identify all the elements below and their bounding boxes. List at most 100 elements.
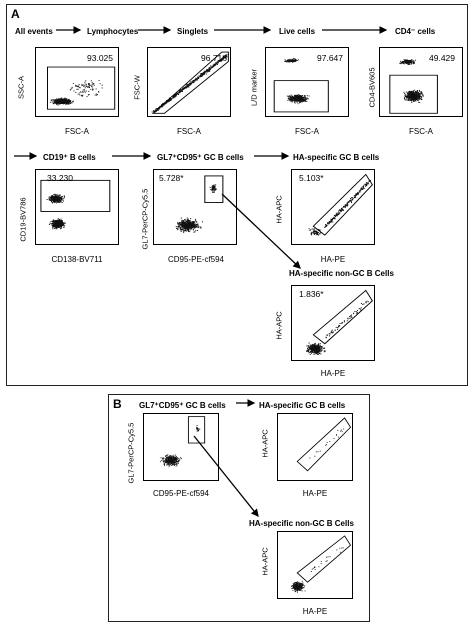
event-dot: [181, 222, 183, 224]
event-dot: [64, 98, 66, 100]
event-dot: [179, 229, 181, 231]
event-dot: [195, 226, 197, 228]
event-dot: [354, 311, 356, 312]
event-dot: [185, 86, 187, 88]
event-dot: [57, 196, 59, 198]
event-dot: [411, 98, 413, 100]
event-dot: [77, 88, 79, 90]
event-dot: [64, 101, 67, 103]
event-dot: [224, 55, 226, 57]
event-dot: [400, 62, 402, 64]
plot-ha-gc-svg: [308, 173, 373, 236]
event-dot: [315, 351, 318, 353]
event-dot: [178, 89, 181, 91]
event-dot: [359, 191, 361, 193]
event-dot: [346, 202, 348, 204]
p5-value: 33.230: [47, 173, 73, 183]
event-dot: [357, 193, 359, 195]
panel-a: A All events Lymphocytes Singlets Live c…: [6, 4, 468, 386]
event-dot: [315, 350, 317, 352]
event-dot: [54, 226, 56, 228]
event-dot: [50, 196, 52, 198]
event-dot: [169, 457, 171, 459]
event-dot: [190, 221, 192, 223]
event-dot: [218, 60, 220, 62]
event-dot: [52, 223, 54, 225]
event-dot: [203, 71, 205, 73]
event-dot: [399, 60, 401, 62]
event-dot: [204, 71, 206, 72]
event-dot: [204, 73, 206, 75]
event-dot: [314, 343, 316, 345]
event-dot: [169, 455, 171, 457]
event-dot: [326, 224, 328, 226]
event-dot: [169, 460, 171, 462]
event-dot: [57, 218, 59, 220]
event-dot: [221, 59, 223, 60]
event-dot: [176, 463, 178, 465]
event-dot: [298, 95, 300, 97]
event-dot: [170, 458, 172, 460]
event-dot: [309, 350, 311, 352]
event-dot: [298, 100, 300, 101]
event-dot: [284, 59, 286, 61]
event-dot: [404, 98, 406, 100]
event-dot: [183, 86, 185, 88]
event-dot: [315, 348, 317, 350]
event-dot: [194, 225, 196, 227]
plot-ha-gc: [291, 169, 375, 245]
dots-gc: [175, 184, 217, 233]
event-dot: [289, 95, 291, 97]
event-dot: [58, 98, 60, 100]
event-dot: [187, 223, 189, 225]
event-dot: [189, 226, 191, 228]
event-dot: [351, 199, 353, 201]
event-dot: [174, 457, 176, 458]
event-dot: [410, 91, 412, 93]
event-dot: [296, 96, 298, 98]
event-dot: [210, 66, 212, 68]
event-dot: [58, 195, 60, 197]
event-dot: [215, 63, 217, 65]
event-dot: [411, 94, 413, 96]
event-dot: [196, 427, 198, 428]
event-dot: [213, 186, 215, 188]
event-dot: [79, 87, 81, 89]
event-dot: [407, 61, 409, 63]
event-dot: [55, 200, 57, 202]
event-dot: [64, 101, 66, 103]
event-dot: [51, 198, 53, 200]
event-dot: [332, 331, 334, 333]
event-dot: [314, 233, 316, 235]
event-dot: [415, 100, 417, 102]
plot-cd19-b-cells: [35, 169, 119, 245]
event-dot: [413, 91, 415, 93]
event-dot: [412, 97, 415, 98]
event-dot: [304, 95, 306, 97]
event-dot: [194, 79, 196, 81]
event-dot: [192, 227, 194, 229]
event-dot: [55, 225, 57, 227]
event-dot: [336, 434, 337, 436]
dots-b-ha-gc: [309, 428, 345, 459]
event-dot: [365, 182, 367, 184]
event-dot: [315, 232, 317, 234]
event-dot: [407, 63, 409, 65]
event-dot: [177, 460, 179, 462]
event-dot: [304, 100, 306, 102]
event-dot: [180, 89, 182, 91]
event-dot: [171, 459, 173, 461]
event-dot: [349, 198, 352, 200]
event-dot: [190, 218, 192, 220]
event-dot: [169, 458, 171, 460]
event-dot: [213, 188, 215, 190]
gate-lymphocytes: [46, 66, 116, 110]
event-dot: [48, 199, 50, 201]
event-dot: [299, 95, 301, 97]
event-dot: [417, 100, 419, 102]
event-dot: [354, 195, 356, 197]
gate-singlets: [151, 51, 229, 114]
dots-all-events: [49, 80, 103, 106]
event-dot: [188, 222, 190, 224]
panel-label-b: B: [113, 397, 122, 411]
